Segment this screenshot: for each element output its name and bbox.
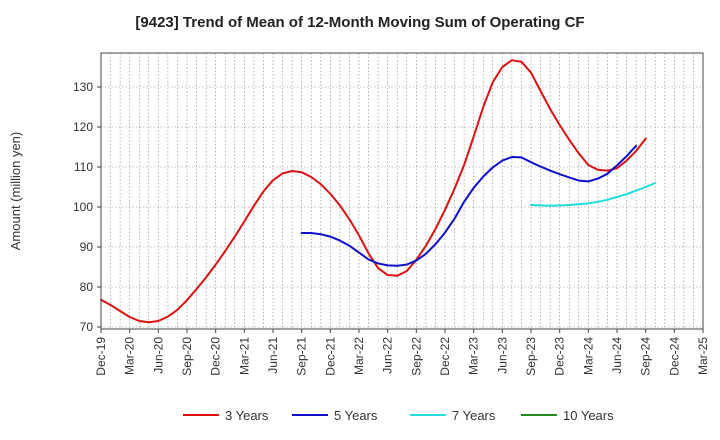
y-tick-label: 110	[74, 160, 93, 174]
x-tick-label: Mar-22	[352, 337, 366, 375]
plot-frame	[100, 52, 704, 330]
x-tick-label: Mar-20	[123, 337, 137, 375]
series-line-3-years	[100, 59, 647, 324]
x-tick-label: Sep-20	[180, 337, 194, 376]
x-tick-label: Jun-20	[151, 337, 165, 374]
x-tick-label: Jun-24	[610, 337, 624, 374]
series-line-7-years	[530, 182, 657, 207]
x-tick-label: Dec-21	[323, 337, 337, 376]
legend-label: 5 Years	[334, 408, 378, 423]
x-tick-label: Sep-21	[295, 337, 309, 376]
y-tick-label: 130	[73, 80, 93, 94]
y-tick-label: 120	[73, 120, 93, 134]
legend-label: 7 Years	[452, 408, 496, 423]
series-layer	[100, 59, 657, 324]
x-tick-label: Jun-23	[495, 337, 509, 374]
y-tick-label: 70	[80, 320, 94, 334]
x-tick-label: Dec-23	[553, 337, 567, 376]
x-tick-label: Mar-25	[696, 337, 710, 375]
legend: 3 Years 5 Years 7 Years 10 Years	[183, 408, 614, 423]
x-tick-label: Dec-19	[94, 337, 108, 376]
y-tick-label: 90	[80, 240, 94, 254]
x-tick-label: Sep-22	[409, 337, 423, 376]
x-tick-label: Jun-21	[266, 337, 280, 374]
series-line-5-years	[300, 144, 638, 267]
x-tick-label: Mar-23	[467, 337, 481, 375]
x-axis-ticks: Dec-19 Mar-20 Jun-20 Sep-20 Dec-20 Mar-21 Jun-…	[94, 329, 710, 376]
x-tick-label: Mar-21	[237, 337, 251, 375]
legend-label: 3 Years	[225, 408, 269, 423]
x-tick-label: Sep-24	[639, 337, 653, 376]
grid	[101, 53, 703, 329]
legend-label: 10 Years	[563, 408, 614, 423]
y-axis-label: Amount (million yen)	[8, 132, 23, 251]
chart-title: [9423] Trend of Mean of 12-Month Moving …	[135, 14, 585, 31]
x-tick-label: Sep-23	[524, 337, 538, 376]
x-tick-label: Dec-20	[209, 337, 223, 376]
y-tick-label: 80	[80, 280, 94, 294]
x-tick-label: Dec-22	[438, 337, 452, 376]
y-tick-label: 100	[73, 200, 93, 214]
x-tick-label: Mar-24	[581, 337, 595, 375]
x-tick-label: Jun-22	[381, 337, 395, 374]
y-axis-ticks: 70 80 90 100 110 120 130	[73, 80, 101, 334]
x-tick-label: Dec-24	[667, 337, 681, 376]
